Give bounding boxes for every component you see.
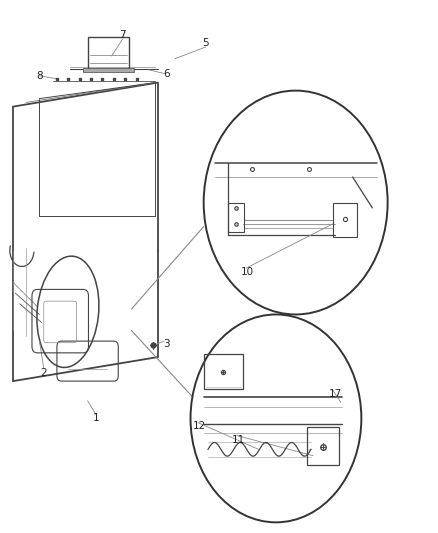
Text: 1: 1: [93, 414, 100, 423]
Text: 11: 11: [232, 435, 245, 445]
Text: 3: 3: [163, 339, 170, 349]
FancyBboxPatch shape: [83, 68, 134, 72]
Text: 2: 2: [40, 368, 47, 378]
Text: 5: 5: [202, 38, 209, 47]
Text: 7: 7: [119, 30, 126, 39]
Text: 8: 8: [36, 71, 43, 80]
Text: 10: 10: [241, 267, 254, 277]
Text: 12: 12: [193, 422, 206, 431]
Text: 17: 17: [328, 390, 342, 399]
Text: 6: 6: [163, 69, 170, 78]
